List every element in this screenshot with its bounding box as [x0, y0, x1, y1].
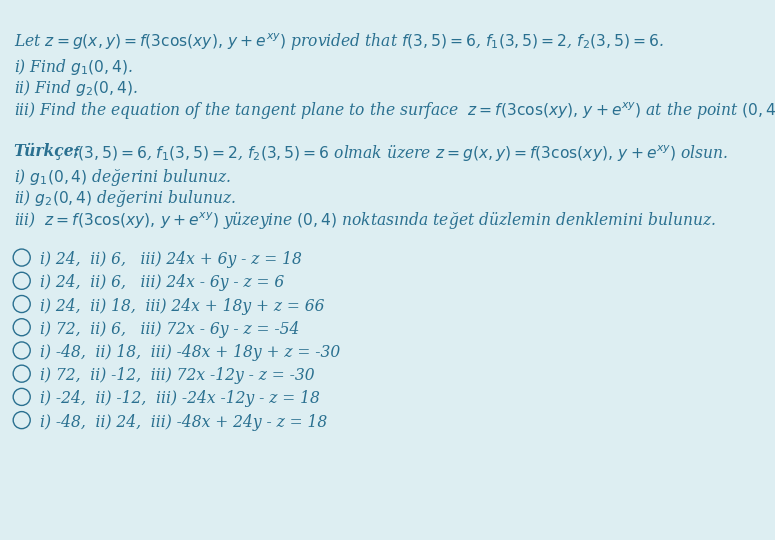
Text: i) Find $g_1(0,4)$.: i) Find $g_1(0,4)$. — [14, 57, 133, 77]
Text: ii) $g_2(0,4)$ değerini bulunuz.: ii) $g_2(0,4)$ değerini bulunuz. — [14, 188, 236, 209]
Text: ii) Find $g_2(0,4)$.: ii) Find $g_2(0,4)$. — [14, 78, 138, 98]
Text: i) 72,  ii) -12,  iii) 72x -12y - z = -30: i) 72, ii) -12, iii) 72x -12y - z = -30 — [40, 367, 315, 384]
Text: i) 24,  ii) 6,   iii) 24x + 6y - z = 18: i) 24, ii) 6, iii) 24x + 6y - z = 18 — [40, 251, 302, 268]
Text: iii)  $z = f(3\cos(xy),\, y + e^{xy})$ yüzeyine $(0,4)$ noktasında teğet düzlemi: iii) $z = f(3\cos(xy),\, y + e^{xy})$ yü… — [14, 210, 716, 231]
Text: i) 72,  ii) 6,   iii) 72x - 6y - z = -54: i) 72, ii) 6, iii) 72x - 6y - z = -54 — [40, 321, 300, 338]
Text: i) $g_1(0,4)$ değerini bulunuz.: i) $g_1(0,4)$ değerini bulunuz. — [14, 167, 231, 188]
Text: Let $z = g(x, y) = f(3\cos(xy),\, y + e^{xy})$ provided that $f(3,5) = 6$, $f_1(: Let $z = g(x, y) = f(3\cos(xy),\, y + e^… — [14, 31, 663, 52]
Text: $f(3,5) = 6$, $f_1(3,5) = 2$, $f_2(3,5) = 6$ olmak üzere $z = g(x, y) = f(3\cos(: $f(3,5) = 6$, $f_1(3,5) = 2$, $f_2(3,5) … — [72, 143, 728, 163]
Text: i) 24,  ii) 18,  iii) 24x + 18y + z = 66: i) 24, ii) 18, iii) 24x + 18y + z = 66 — [40, 298, 325, 314]
Text: i) -24,  ii) -12,  iii) -24x -12y - z = 18: i) -24, ii) -12, iii) -24x -12y - z = 18 — [40, 390, 320, 407]
Text: i) -48,  ii) 18,  iii) -48x + 18y + z = -30: i) -48, ii) 18, iii) -48x + 18y + z = -3… — [40, 344, 340, 361]
Text: i) -48,  ii) 24,  iii) -48x + 24y - z = 18: i) -48, ii) 24, iii) -48x + 24y - z = 18 — [40, 414, 328, 430]
Text: i) 24,  ii) 6,   iii) 24x - 6y - z = 6: i) 24, ii) 6, iii) 24x - 6y - z = 6 — [40, 274, 284, 291]
Text: Türkçe:: Türkçe: — [14, 143, 84, 160]
Text: iii) Find the equation of the tangent plane to the surface  $z = f(3\cos(xy),\, : iii) Find the equation of the tangent pl… — [14, 100, 775, 121]
